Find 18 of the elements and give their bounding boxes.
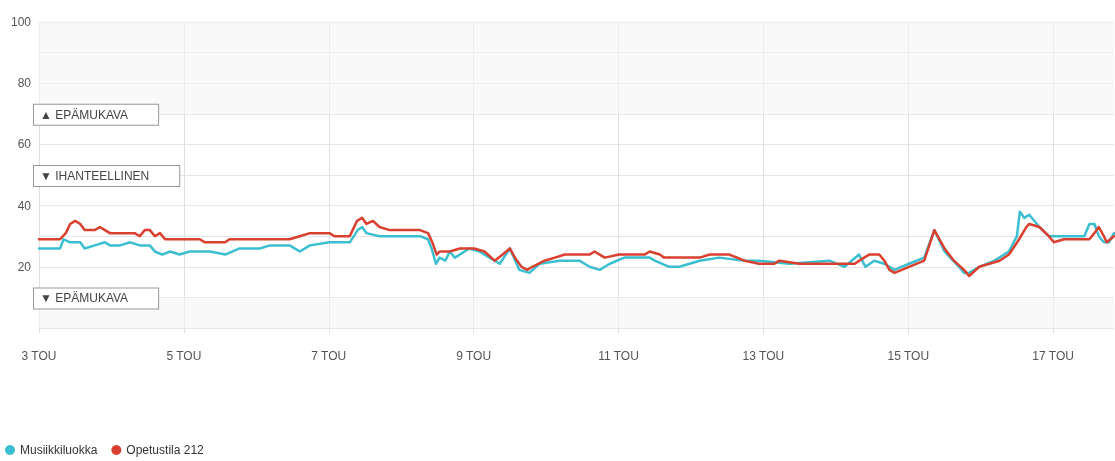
- x-tick-label: 3 TOU: [21, 349, 57, 363]
- x-tick-label: 7 TOU: [311, 349, 347, 363]
- x-tick-label: 5 TOU: [166, 349, 202, 363]
- x-tick-label: 13 TOU: [742, 349, 785, 363]
- band-label: ▼ EPÄMUKAVA: [40, 291, 129, 306]
- annotation: ▼ IHANTEELLINEN: [40, 169, 150, 183]
- x-tick-label: 15 TOU: [887, 349, 930, 363]
- band-label: ▲ EPÄMUKAVA: [40, 107, 129, 122]
- y-tick-label: 80: [17, 76, 32, 91]
- y-tick-label: 100: [10, 15, 32, 29]
- x-tick-label: 9 TOU: [456, 349, 492, 363]
- y-tick-label: 20: [17, 259, 32, 274]
- x-tick-label: 17 TOU: [1032, 349, 1074, 363]
- x-tick-label: 11 TOU: [598, 349, 639, 363]
- legend-label: Musiikkiluokka: [20, 443, 98, 457]
- y-tick-label: 60: [17, 137, 32, 152]
- y-tick-label: 40: [17, 198, 32, 213]
- legend-label: Opetustila 212: [126, 443, 205, 457]
